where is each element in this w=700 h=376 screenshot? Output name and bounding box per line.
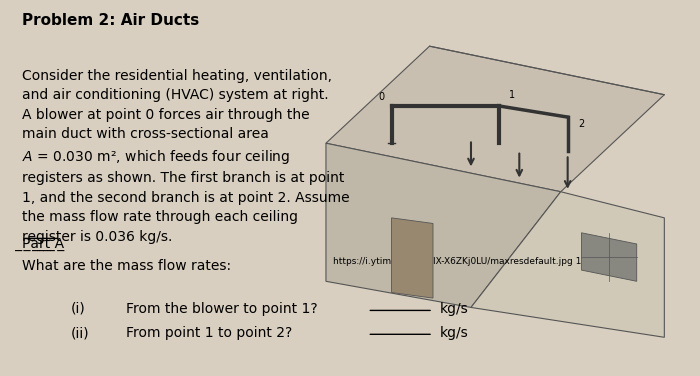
Text: From point 1 to point 2?: From point 1 to point 2?: [126, 326, 292, 340]
Polygon shape: [326, 46, 664, 192]
Text: From the blower to point 1?: From the blower to point 1?: [126, 302, 317, 316]
Polygon shape: [582, 233, 637, 281]
Text: 1: 1: [509, 90, 515, 100]
Text: kg/s: kg/s: [440, 302, 469, 316]
Text: Problem 2: Air Ducts: Problem 2: Air Ducts: [22, 12, 200, 27]
Polygon shape: [326, 143, 561, 308]
Text: Consider the residential heating, ventilation,
and air conditioning (HVAC) syste: Consider the residential heating, ventil…: [22, 68, 350, 244]
Text: (ii): (ii): [71, 326, 89, 340]
Polygon shape: [391, 218, 433, 298]
Text: What are the mass flow rates:: What are the mass flow rates:: [22, 259, 231, 273]
Polygon shape: [471, 192, 664, 337]
Text: 0: 0: [378, 92, 384, 102]
Text: kg/s: kg/s: [440, 326, 469, 340]
Text: (i): (i): [71, 302, 85, 316]
Text: 2: 2: [578, 119, 584, 129]
Text: https://i.ytimg.com/vi/IX-X6ZKj0LU/maxresdefault.jpg 11/3/2016: https://i.ytimg.com/vi/IX-X6ZKj0LU/maxre…: [333, 257, 622, 266]
Text: ̲P̲a̲r̲t̲ ̲A̲: ̲P̲a̲r̲t̲ ̲A̲: [22, 237, 64, 250]
